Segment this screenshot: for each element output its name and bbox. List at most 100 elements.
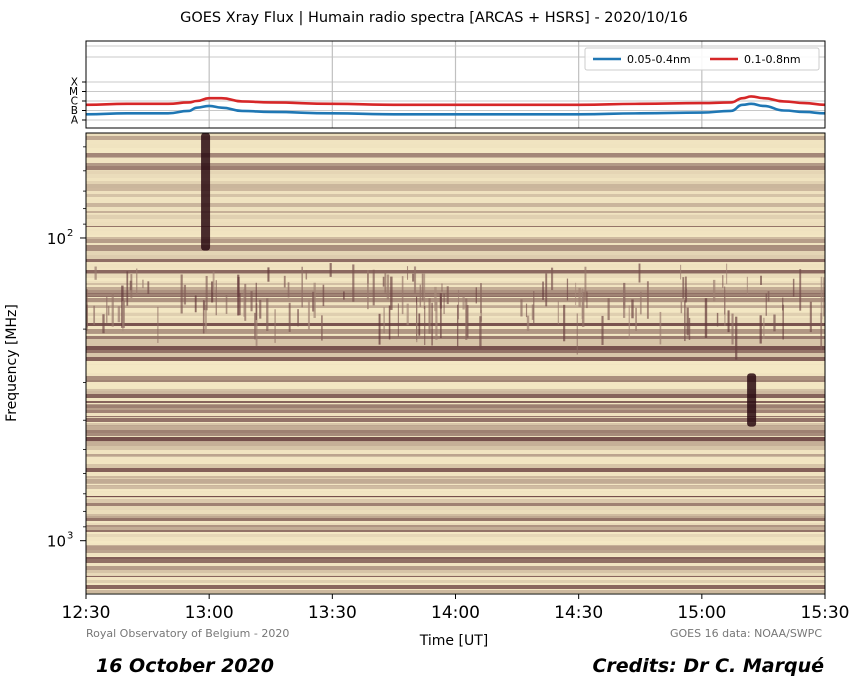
spectrogram-band xyxy=(86,312,825,313)
spectrogram-rfi-stripe xyxy=(586,291,588,309)
spectrogram-rfi-stripe xyxy=(686,307,689,336)
spectrogram-band xyxy=(86,483,825,484)
spectrogram-band xyxy=(86,316,825,317)
spectrogram-band xyxy=(86,518,825,521)
spectrogram-rfi-stripe xyxy=(283,275,286,288)
spectrogram-rfi-stripe xyxy=(423,273,426,310)
spectrogram-rfi-stripe xyxy=(321,315,323,341)
spectrogram-band xyxy=(86,336,825,339)
spectrogram-band xyxy=(86,285,825,287)
spectrogram-rfi-stripe xyxy=(203,300,206,311)
spectrogram-band xyxy=(86,369,825,373)
spectrogram-band xyxy=(86,456,825,457)
spectrogram-band xyxy=(86,264,825,268)
spectrogram-band xyxy=(86,499,825,503)
spectrogram-rfi-stripe xyxy=(545,273,548,307)
spectrogram-band xyxy=(86,222,825,226)
spectrogram-rfi-stripe xyxy=(401,276,404,315)
spectrogram-rfi-stripe xyxy=(520,299,523,317)
spectrogram-band xyxy=(86,197,825,199)
spectrogram-band xyxy=(86,446,825,450)
spectrogram-band xyxy=(86,534,825,537)
spectrogram-rfi-stripe xyxy=(352,264,355,302)
spectrogram-band xyxy=(86,153,825,157)
spectrogram-rfi-stripe xyxy=(378,313,381,345)
spectrogram-band xyxy=(86,580,825,583)
x-tick-label: 12:30 xyxy=(62,603,111,623)
spectrogram-band xyxy=(86,188,825,191)
spectrogram-band xyxy=(86,140,825,144)
spectrogram-rfi-stripe xyxy=(384,271,387,293)
spectrogram-band xyxy=(86,468,825,472)
spectrogram-band xyxy=(86,157,825,158)
spectrogram-band xyxy=(86,436,825,437)
spectrogram-rfi-stripe xyxy=(799,269,802,311)
spectrogram-band xyxy=(86,423,825,425)
spectrogram-band xyxy=(86,184,825,188)
spectrogram-band xyxy=(86,589,825,590)
spectrogram-band xyxy=(86,303,825,305)
date-caption: 16 October 2020 xyxy=(96,655,274,677)
spectrogram-rfi-stripe xyxy=(386,274,390,300)
spectrogram-band xyxy=(86,247,825,251)
legend-label-low: 0.05-0.4nm xyxy=(627,53,691,66)
spectrogram-band xyxy=(86,442,825,446)
spectrogram-rfi-stripe xyxy=(287,282,290,298)
spectrogram-band xyxy=(86,590,825,593)
spectrogram-rfi-stripe xyxy=(659,311,662,345)
spectrogram-rfi-stripe xyxy=(254,312,256,340)
spectrogram-rfi-stripe xyxy=(383,307,385,334)
spectrogram-rfi-stripe xyxy=(322,284,325,307)
spectrogram-rfi-stripe xyxy=(682,277,685,299)
spectrogram-rfi-stripe xyxy=(576,313,578,355)
spectrogram-band xyxy=(86,413,825,416)
spectrogram-rfi-stripe xyxy=(639,291,642,315)
spectrogram-band xyxy=(86,527,825,530)
spectrogram-rfi-stripe xyxy=(297,309,299,327)
spectrogram-band xyxy=(86,158,825,159)
spectrogram-rfi-stripe xyxy=(550,267,554,291)
spectrogram-rfi-stripe xyxy=(724,286,726,315)
spectrogram-rfi-stripe xyxy=(130,274,133,298)
spectrogram-band xyxy=(86,509,825,510)
spectrogram-band xyxy=(86,537,825,541)
spectrogram-band xyxy=(86,211,825,213)
spectrogram-rfi-stripe xyxy=(584,266,587,301)
spectrogram-rfi-stripe xyxy=(746,276,748,296)
spectrogram-band xyxy=(86,166,825,170)
spectrogram-rfi-stripe xyxy=(419,284,422,307)
spectrogram-band xyxy=(86,530,825,532)
spectrogram-band xyxy=(86,437,825,441)
spectrogram-rfi-stripe xyxy=(646,281,649,319)
spectrogram-band xyxy=(86,219,825,222)
spectrogram-rfi-stripe xyxy=(434,286,437,312)
spectrogram-band xyxy=(86,317,825,318)
spectrogram-rfi-stripe xyxy=(435,301,438,340)
spectrogram-rfi-stripe xyxy=(343,291,345,300)
spectrogram-band xyxy=(86,417,825,418)
spectrogram-rfi-stripe xyxy=(412,273,415,282)
spectrogram-band xyxy=(86,199,825,203)
spectrogram-rfi-stripe xyxy=(685,288,688,302)
spectrogram-rfi-stripe xyxy=(763,317,765,340)
spectrogram-band xyxy=(86,263,825,264)
spectrogram-rfi-stripe xyxy=(680,301,683,314)
xray-plot-frame xyxy=(85,40,826,129)
spectrogram-band xyxy=(86,207,825,211)
radio-burst xyxy=(201,133,211,251)
spectrogram-band xyxy=(86,273,825,274)
spectrogram-band xyxy=(86,566,825,570)
spectrogram-band xyxy=(86,583,825,585)
spectrogram-band xyxy=(86,353,825,357)
spectrogram-band xyxy=(86,287,825,290)
spectrogram-band xyxy=(86,374,825,376)
spectrogram-band xyxy=(86,296,825,297)
footer-credit-left: Royal Observatory of Belgium - 2020 xyxy=(86,627,290,640)
spectrogram-rfi-stripe xyxy=(712,279,716,302)
spectrogram-band xyxy=(86,576,825,577)
spectrogram-band xyxy=(86,245,825,247)
y-tick-exponent: 2 xyxy=(67,228,73,239)
xray-y-tick-label: M xyxy=(69,86,78,98)
